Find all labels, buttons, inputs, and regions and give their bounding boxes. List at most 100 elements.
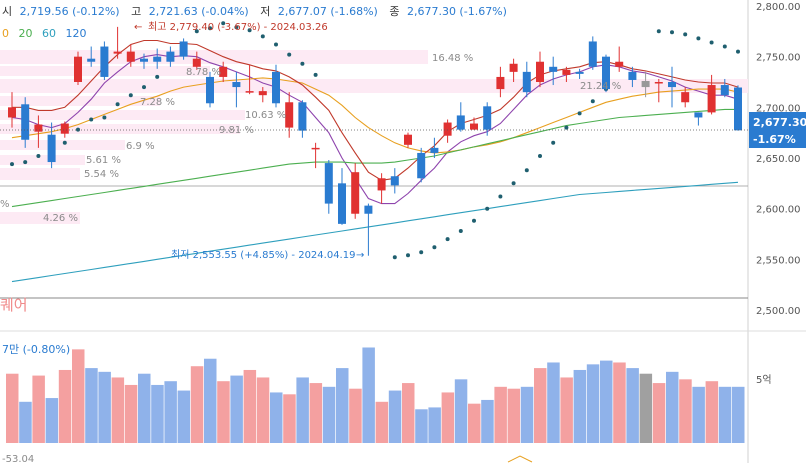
band-label: % (0, 199, 10, 210)
candle-body (417, 152, 426, 179)
candle-body (390, 176, 399, 186)
sar-dot (472, 218, 476, 223)
sar-dot (432, 245, 437, 250)
candle-body (298, 102, 307, 131)
sar-dot (208, 26, 212, 31)
sar-dot (23, 160, 28, 165)
candle-body (47, 134, 56, 163)
volume-bar (732, 386, 745, 443)
band-label: 9.81 % (219, 125, 254, 136)
candle-body (166, 51, 175, 62)
sar-dot (709, 40, 714, 45)
volume-bar (692, 386, 705, 443)
candle-body (285, 102, 294, 128)
ma-legend-item: 120 (66, 27, 87, 40)
candle-body (60, 123, 69, 134)
volume-bar (85, 368, 98, 443)
open-value: 2,719.56 (-0.12%) (20, 5, 120, 18)
y-tick-label: 2,650.00 (756, 154, 801, 165)
volume-bar (124, 384, 138, 443)
sar-dot (287, 52, 292, 57)
ma-line-ma120 (11, 181, 739, 283)
sar-dot (670, 30, 674, 35)
indicator-line (507, 455, 533, 463)
volume-bar (375, 401, 389, 443)
close-label: 종 (389, 5, 399, 18)
volume-bars (6, 347, 745, 443)
sar-dot (142, 85, 146, 90)
svg-text:시 2,719.56 (-0.12%) 고: 시 2,719.56 (-0.12%) 고 2,721.63 (-0.04%) … (2, 5, 507, 18)
volume-bar (468, 403, 481, 443)
sar-dot (128, 93, 133, 98)
candle-body (232, 82, 241, 88)
candle-body (8, 107, 16, 118)
sar-dot (590, 99, 595, 104)
sar-dot (247, 28, 252, 33)
sar-dot (194, 29, 199, 34)
sar-dot (10, 162, 14, 167)
volume-bar (58, 369, 72, 443)
band-label: 7.28 % (140, 97, 175, 108)
candle-body (615, 61, 624, 67)
sar-dot (89, 117, 94, 122)
volume-bar (586, 364, 600, 443)
volume-bar (573, 369, 587, 443)
candle-body (219, 66, 228, 77)
volume-bar (534, 368, 547, 443)
volume-header: 7만 (-0.80%) (2, 343, 70, 356)
fib-band (0, 140, 125, 150)
volume-bar (98, 371, 111, 443)
volume-bar (72, 349, 85, 443)
candle-body (456, 115, 465, 130)
volume-bar (243, 369, 257, 443)
candle-body (628, 71, 637, 80)
candle-body (681, 92, 690, 103)
volume-bar (19, 401, 32, 443)
candle-body (509, 63, 518, 72)
sar-dot (36, 154, 41, 158)
candle-body (694, 112, 703, 118)
volume-bar (164, 381, 177, 443)
sar-dot (524, 168, 529, 173)
y-tick-label: 2,600.00 (756, 205, 801, 216)
sar-dot (485, 206, 490, 211)
volume-bar (6, 373, 19, 443)
watermark-text: 퀘어 (0, 296, 28, 314)
volume-axis-label: 5억 (756, 374, 772, 386)
candle-body (179, 41, 188, 57)
y-tick-label: 2,500.00 (756, 306, 801, 317)
volume-bar (362, 347, 375, 443)
candle-body (549, 66, 558, 72)
volume-bar (388, 390, 402, 443)
low-label: 저 (260, 5, 270, 18)
candle-body (483, 106, 492, 130)
volume-bar (600, 360, 613, 443)
candle-body (351, 172, 360, 214)
sar-dot (115, 102, 120, 107)
close-value: 2,677.30 (-1.67%) (407, 5, 507, 18)
volume-bar (309, 383, 323, 443)
volume-bar (613, 362, 626, 443)
candle-body (404, 134, 412, 145)
ma-legend: 0 20 60 120 (2, 27, 87, 40)
candle-body (536, 61, 544, 82)
sar-dot (406, 253, 410, 258)
candle-body (113, 51, 122, 54)
sar-dot (419, 250, 424, 255)
fib-band (0, 155, 85, 165)
sar-dot (102, 115, 107, 120)
candle-body (575, 71, 584, 74)
sar-dot (696, 36, 701, 41)
volume-bar (230, 375, 243, 443)
candle-body (338, 183, 346, 224)
y-tick-label: 2,700.00 (756, 103, 801, 114)
band-label: 5.61 % (86, 155, 121, 166)
fib-band (0, 79, 748, 93)
sar-dot (511, 181, 516, 186)
candle-body (707, 85, 716, 113)
volume-bar (454, 379, 468, 443)
candle-body (74, 56, 82, 82)
volume-bar (138, 373, 151, 443)
candle-body (443, 122, 452, 136)
